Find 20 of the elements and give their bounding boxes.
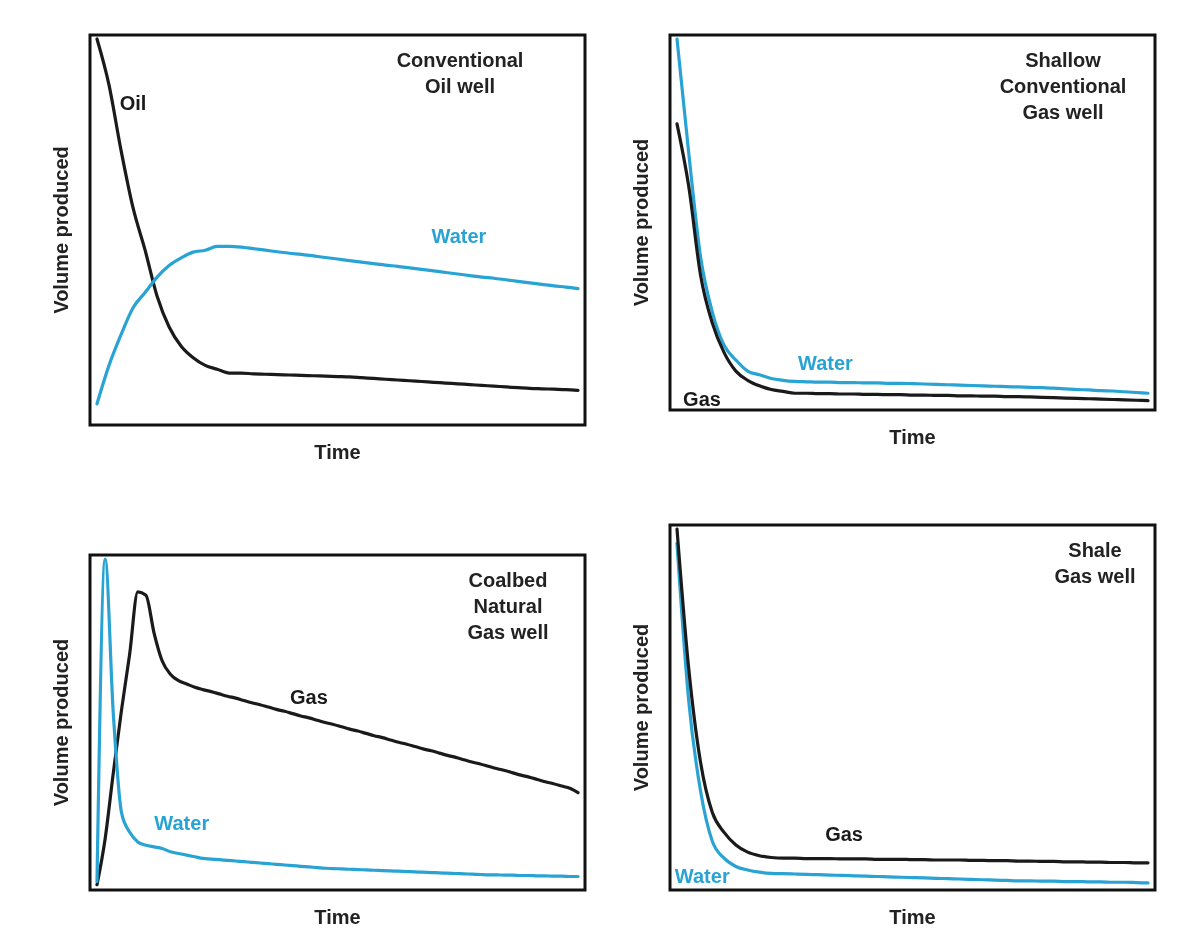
text: Shallow Conventional Gas well: [999, 49, 1127, 123]
x-axis-title: Time: [314, 441, 361, 463]
text: Coalbed Natural Gas well: [467, 569, 549, 643]
series-label: Water: [154, 812, 210, 835]
series-label: Oil: [119, 92, 147, 115]
x-axis-title: Time: [314, 906, 361, 928]
x-axis-title: Time: [889, 906, 936, 928]
y-axis-title: Volume produced: [50, 146, 72, 314]
text: Conventional Oil well: [396, 49, 524, 97]
y-axis-title: Volume produced: [630, 138, 652, 307]
series-label: Water: [431, 225, 487, 248]
x-axis-title: Time: [889, 426, 936, 448]
y-axis-title: Volume produced: [630, 623, 652, 792]
series-label: Gas: [289, 686, 328, 709]
series-label: Gas: [683, 387, 721, 410]
series-label: Water: [674, 864, 730, 887]
series-label: Water: [798, 352, 854, 375]
text: Shale Gas well: [1054, 539, 1136, 587]
series-label: Gas: [825, 822, 864, 845]
y-axis-title: Volume produced: [50, 638, 72, 807]
